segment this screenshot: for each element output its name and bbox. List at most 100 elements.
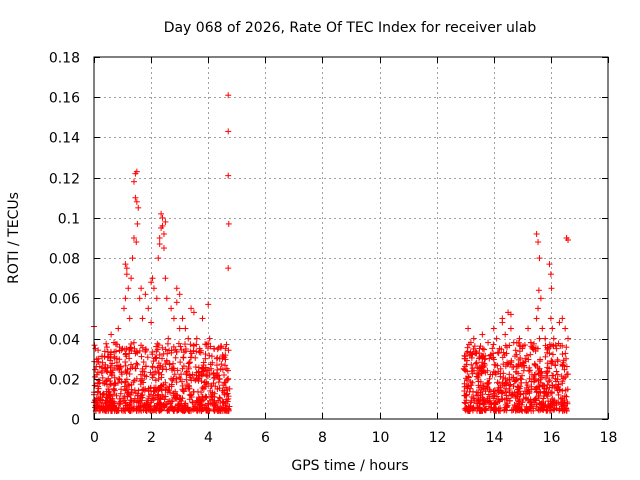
data-point <box>141 368 148 375</box>
data-point <box>105 353 112 360</box>
data-point <box>134 392 141 399</box>
data-point <box>224 387 231 394</box>
data-point <box>185 404 192 411</box>
data-point <box>550 335 557 342</box>
data-point <box>155 391 162 398</box>
data-point <box>159 222 166 229</box>
data-point <box>118 371 125 378</box>
data-point <box>128 340 135 347</box>
data-point <box>170 406 177 413</box>
data-point <box>176 325 183 332</box>
data-point <box>188 354 195 361</box>
data-point <box>485 379 492 386</box>
data-point <box>467 378 474 385</box>
data-point <box>224 390 231 397</box>
data-point <box>464 348 471 355</box>
data-point <box>178 378 185 385</box>
data-point <box>469 370 476 377</box>
data-point <box>168 305 175 312</box>
data-point <box>208 353 215 360</box>
data-point <box>133 348 140 355</box>
data-point <box>502 389 509 396</box>
data-point <box>499 396 506 403</box>
data-point <box>156 385 163 392</box>
data-point <box>490 325 497 332</box>
data-point <box>198 389 205 396</box>
data-point <box>92 345 99 352</box>
data-point <box>206 335 213 342</box>
data-point <box>126 346 133 353</box>
data-point <box>225 128 232 135</box>
data-point <box>173 348 180 355</box>
data-point <box>533 230 540 237</box>
data-point <box>120 305 127 312</box>
data-point <box>122 362 129 369</box>
data-point <box>548 285 555 292</box>
data-point <box>166 397 173 404</box>
data-point <box>139 315 146 322</box>
data-point <box>125 381 132 388</box>
data-point <box>126 370 133 377</box>
data-point <box>178 346 185 353</box>
data-point <box>552 341 559 348</box>
data-point <box>210 370 217 377</box>
data-point <box>128 361 135 368</box>
data-point <box>163 366 170 373</box>
data-point <box>96 400 103 407</box>
data-point <box>163 357 170 364</box>
data-point <box>555 381 562 388</box>
data-point <box>558 401 565 408</box>
data-point <box>462 392 469 399</box>
data-point <box>199 315 206 322</box>
data-point <box>495 384 502 391</box>
data-point <box>203 379 210 386</box>
data-point <box>221 371 228 378</box>
data-point <box>123 265 130 272</box>
data-point <box>95 377 102 384</box>
data-point <box>158 382 165 389</box>
data-point <box>214 354 221 361</box>
data-point <box>95 347 102 354</box>
data-point <box>208 382 215 389</box>
data-point <box>204 407 211 414</box>
data-point <box>515 356 522 363</box>
data-point <box>491 390 498 397</box>
data-point <box>542 353 549 360</box>
data-point <box>188 394 195 401</box>
data-point <box>546 377 553 384</box>
data-point <box>158 210 165 217</box>
data-point <box>170 315 177 322</box>
data-point <box>160 350 167 357</box>
data-point <box>217 365 224 372</box>
data-point <box>219 352 226 359</box>
data-point <box>548 358 555 365</box>
data-point <box>499 354 506 361</box>
data-point <box>502 331 509 338</box>
data-point <box>131 345 138 352</box>
data-point <box>188 305 195 312</box>
data-point <box>196 401 203 408</box>
data-point <box>203 407 210 414</box>
data-point <box>178 371 185 378</box>
data-point <box>225 220 232 227</box>
data-point <box>195 399 202 406</box>
data-point <box>152 404 159 411</box>
data-point <box>543 407 550 414</box>
data-point <box>98 353 105 360</box>
data-point <box>111 387 118 394</box>
data-point <box>468 351 475 358</box>
data-point <box>490 388 497 395</box>
data-point <box>503 392 510 399</box>
data-point <box>187 374 194 381</box>
data-point <box>140 359 147 366</box>
data-point <box>168 398 175 405</box>
data-point <box>469 365 476 372</box>
data-point <box>477 389 484 396</box>
data-point <box>510 363 517 370</box>
data-point <box>202 364 209 371</box>
data-point <box>130 339 137 346</box>
data-point <box>196 349 203 356</box>
data-point <box>131 377 138 384</box>
data-point <box>490 341 497 348</box>
data-point <box>207 361 214 368</box>
